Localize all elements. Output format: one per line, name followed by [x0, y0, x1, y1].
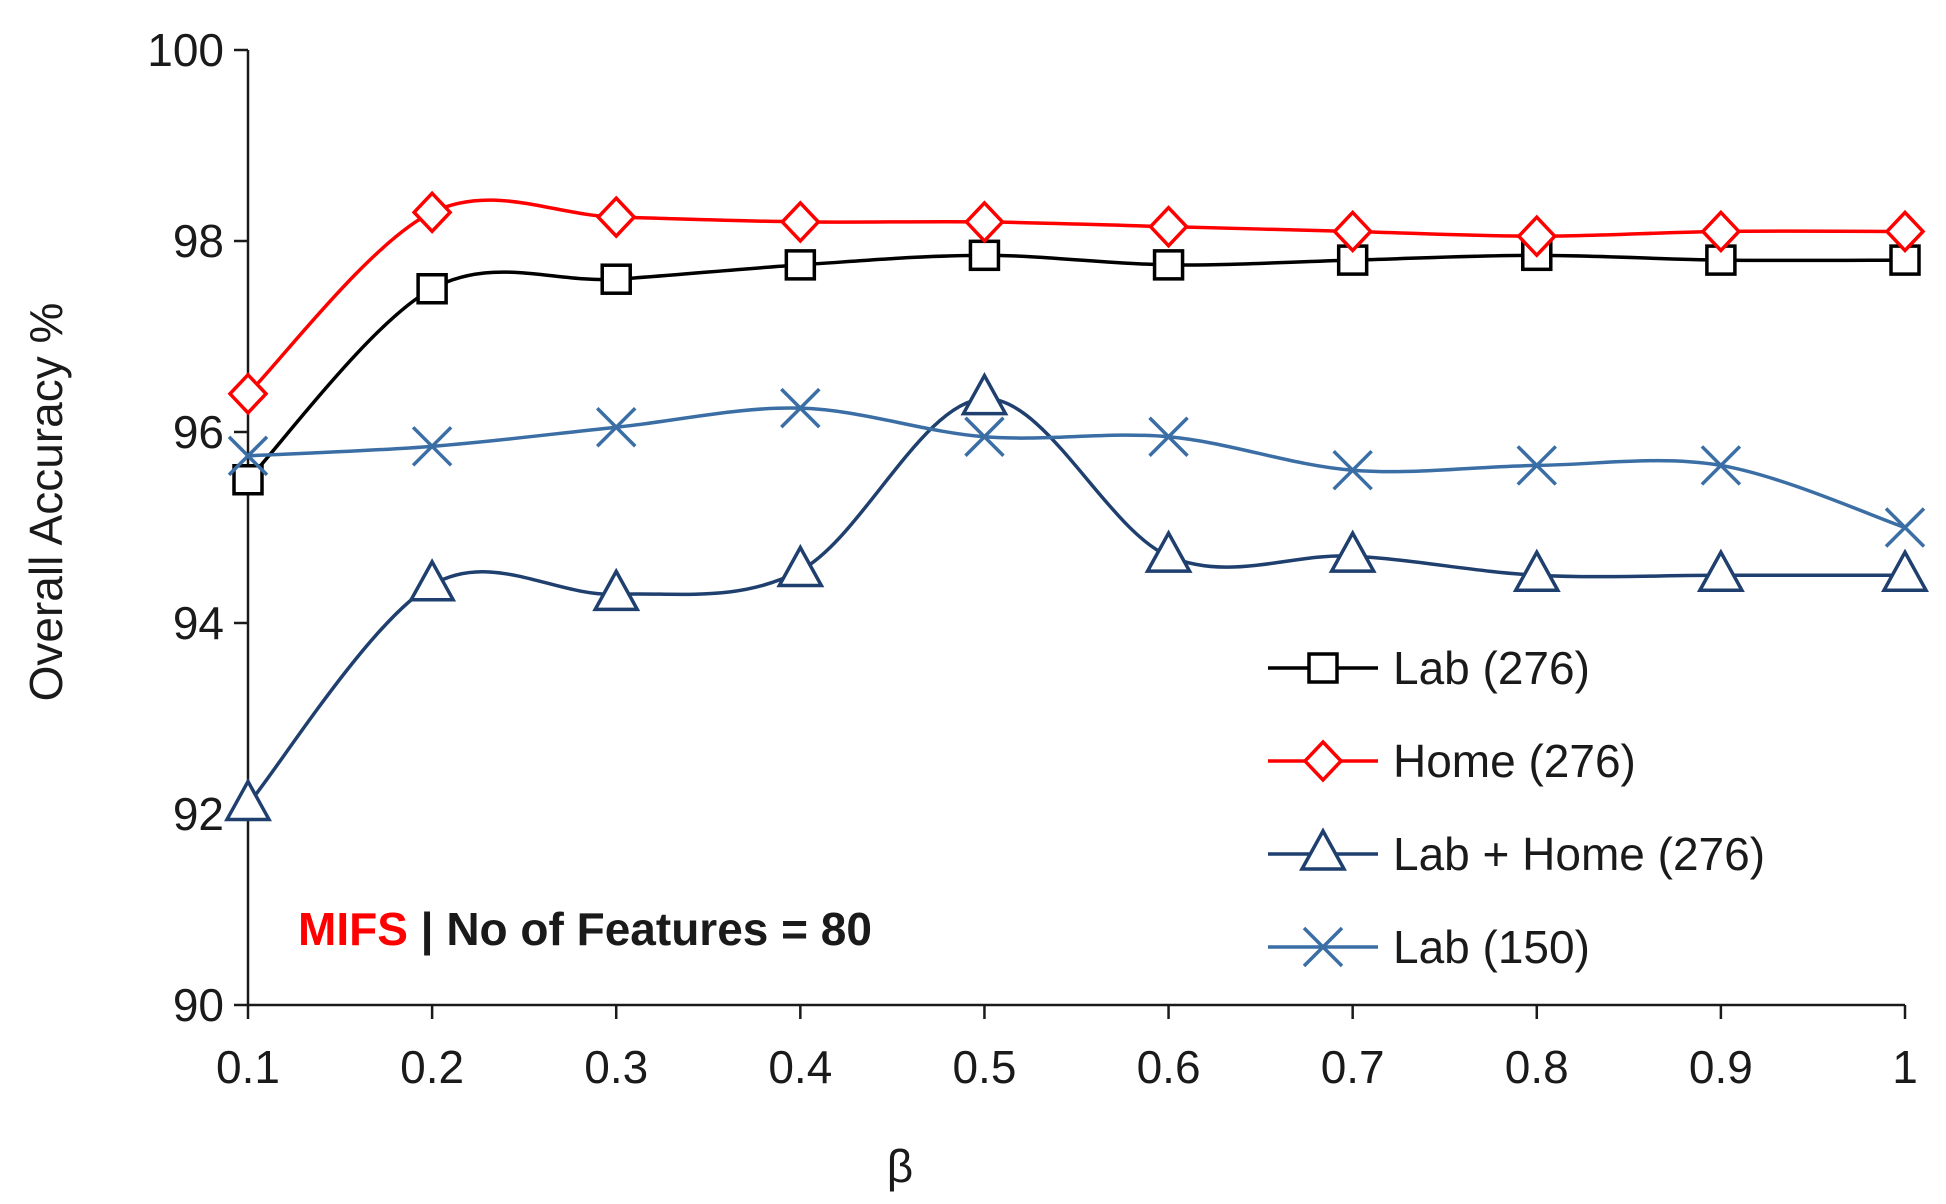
legend-label: Lab (276) [1393, 642, 1590, 694]
data-point [224, 777, 272, 822]
data-point [964, 200, 1005, 244]
data-point [784, 249, 817, 281]
data-point [964, 416, 1005, 458]
series-line [246, 253, 1906, 481]
legend-marker [1302, 926, 1344, 968]
legend: Lab (276) Home (276) Lab + Home (276) Lab (… [1268, 642, 1765, 973]
data-point [1696, 548, 1745, 592]
y-tick-label: 92 [173, 788, 224, 840]
series-layer [224, 190, 1929, 822]
data-point [232, 464, 264, 496]
data-point [408, 558, 457, 602]
series-line [247, 406, 1906, 530]
x-tick-label: 1 [1892, 1041, 1918, 1093]
y-tick-label: 94 [173, 597, 224, 649]
y-tick-label: 90 [173, 979, 224, 1031]
data-point [1152, 249, 1185, 281]
legend-marker [1299, 827, 1347, 871]
annotation-method: MIFS [298, 903, 408, 955]
x-tick-label: 0.8 [1505, 1041, 1569, 1093]
annotation-detail: No of Features = 80 [446, 903, 872, 955]
data-point [1700, 209, 1742, 253]
data-point [416, 273, 448, 305]
y-tick-label: 100 [147, 24, 224, 76]
data-point [227, 372, 269, 416]
data-point [1148, 416, 1189, 458]
data-point [1512, 548, 1561, 592]
data-point [780, 387, 821, 429]
series-2 [224, 371, 1929, 822]
legend-marker [1307, 652, 1339, 684]
data-point [1516, 214, 1558, 258]
legend-marker [1302, 739, 1344, 783]
data-point [592, 567, 641, 612]
series-line [246, 198, 1906, 396]
y-tick-label: 96 [173, 406, 224, 458]
series-line [246, 396, 1905, 806]
x-tick-label: 0.9 [1689, 1041, 1753, 1093]
y-axis-title: Overall Accuracy % [20, 303, 72, 702]
legend-label: Home (276) [1393, 735, 1636, 787]
data-point [1332, 209, 1374, 253]
series-3 [227, 387, 1926, 548]
x-axis-title: β [887, 1140, 913, 1192]
annotation-separator: | [408, 903, 446, 955]
data-point [1328, 529, 1377, 573]
legend-entry: Lab (150) [1268, 921, 1590, 973]
data-point [960, 371, 1009, 416]
x-tick-label: 0.4 [768, 1041, 832, 1093]
data-point [595, 406, 637, 448]
data-point [1700, 445, 1742, 486]
data-point [1148, 205, 1189, 249]
data-point [1516, 445, 1558, 486]
legend-label: Lab + Home (276) [1393, 828, 1765, 880]
data-point [968, 239, 1001, 272]
legend-entry: Lab (276) [1268, 642, 1590, 694]
x-tick-label: 0.6 [1137, 1041, 1201, 1093]
data-point [600, 263, 632, 295]
series-0 [232, 239, 1921, 496]
x-tick-label: 0.1 [216, 1041, 280, 1093]
series-1 [227, 190, 1926, 416]
x-tick-label: 0.3 [584, 1041, 648, 1093]
data-point [595, 195, 637, 239]
data-point [411, 426, 453, 467]
data-point [776, 543, 825, 588]
legend-entry: Lab + Home (276) [1268, 827, 1765, 880]
chart-annotation: MIFS | No of Features = 80 [298, 903, 872, 955]
data-point [1881, 548, 1929, 592]
data-point [1884, 507, 1926, 548]
data-point [411, 190, 453, 234]
data-point [1884, 209, 1926, 253]
data-point [1332, 449, 1373, 491]
data-point [779, 200, 821, 244]
x-tick-label: 0.7 [1321, 1041, 1385, 1093]
legend-label: Lab (150) [1393, 921, 1590, 973]
axes: 90 92 94 96 98 100 0.1 0.2 0.3 0.4 0.5 0.6 0.7 0.8 0.9… [147, 24, 1918, 1093]
data-point [1144, 529, 1193, 573]
x-tick-label: 0.5 [952, 1041, 1016, 1093]
legend-entry: Home (276) [1268, 735, 1636, 787]
x-tick-label: 0.2 [400, 1041, 464, 1093]
y-tick-label: 98 [173, 215, 224, 267]
data-point [227, 435, 269, 477]
